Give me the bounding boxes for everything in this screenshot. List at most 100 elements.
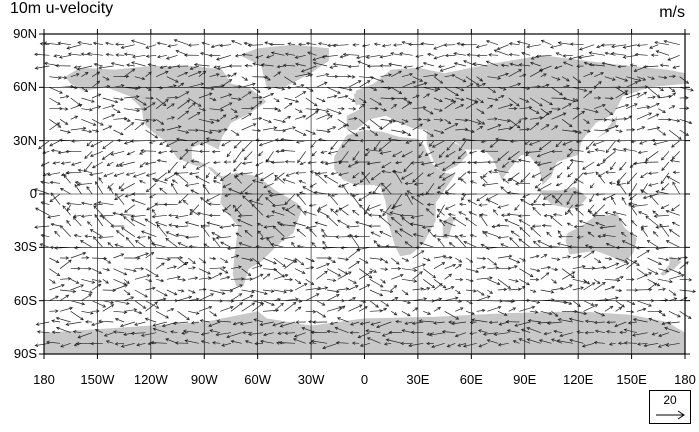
wind-vector (467, 54, 477, 56)
wind-vector (134, 321, 146, 326)
wind-vector-head (285, 207, 290, 212)
wind-vector (102, 216, 114, 227)
wind-vector-head (198, 149, 203, 154)
wind-vector-head (516, 260, 521, 264)
wind-vector-head (238, 97, 242, 101)
wind-vector (514, 321, 531, 327)
wind-vector-head (507, 191, 511, 195)
wind-vector (312, 55, 328, 61)
wind-vector (382, 204, 392, 216)
wind-vector (530, 300, 540, 303)
wind-vector-head (680, 273, 685, 278)
wind-vector (411, 196, 424, 205)
wind-vector (401, 311, 411, 317)
wind-vector (423, 118, 431, 121)
wind-vector (411, 214, 424, 218)
wind-vector-head (479, 126, 484, 130)
wind-vector-head (76, 67, 81, 71)
wind-vector-head (437, 64, 442, 69)
wind-vector-head (517, 214, 522, 218)
wind-vector (555, 193, 563, 203)
wind-vector (380, 120, 393, 131)
wind-vector-head (597, 234, 601, 239)
wind-vector-head (227, 74, 232, 78)
wind-vector-head (500, 94, 505, 99)
wind-vector-head (403, 168, 407, 173)
wind-vector (395, 161, 402, 164)
wind-vector-head (127, 118, 131, 122)
wind-vector-head (312, 309, 317, 314)
wind-vector (241, 289, 255, 293)
wind-vector-head (606, 320, 610, 324)
wind-vector (487, 267, 499, 270)
wind-vector-head (550, 215, 554, 220)
wind-vector (666, 176, 680, 184)
wind-vector (490, 140, 499, 148)
wind-vector-head (110, 152, 115, 156)
wind-vector-head (671, 105, 676, 109)
wind-vector-head (582, 166, 586, 170)
wind-vector-head (105, 52, 110, 57)
wind-vector-head (92, 236, 97, 240)
wind-vector (311, 242, 317, 248)
wind-vector (655, 191, 670, 195)
wind-vector-head (390, 206, 395, 210)
wind-vector-head (497, 342, 502, 347)
wind-vector-head (494, 97, 499, 102)
wind-vector (196, 161, 210, 170)
wind-vector-head (426, 341, 430, 346)
wind-vector-head (170, 307, 175, 312)
wind-vector-head (239, 322, 244, 326)
wind-vector (60, 225, 71, 237)
wind-vector-head (539, 103, 543, 107)
wind-vector-head (221, 143, 225, 147)
wind-vector-head (174, 341, 179, 345)
wind-vector-head (459, 234, 463, 238)
wind-vector-head (517, 82, 522, 87)
wind-vector-head (418, 154, 422, 159)
wind-vector (654, 41, 670, 46)
wind-vector-head (105, 41, 109, 46)
wind-vector (558, 42, 573, 46)
wind-vector (465, 83, 473, 88)
wind-vector-head (180, 289, 185, 293)
wind-vector (679, 129, 689, 136)
wind-vector (178, 193, 189, 204)
wind-vector-head (559, 92, 563, 96)
latitude-label: 60N (13, 79, 37, 95)
units-label: m/s (659, 4, 685, 21)
wind-vector-head (297, 159, 301, 164)
wind-vector-head (619, 330, 623, 335)
wind-vector-head (179, 156, 183, 160)
wind-vector (368, 192, 381, 195)
wind-vector-head (431, 344, 435, 349)
wind-vector-head (642, 65, 647, 69)
wind-vector-head (131, 68, 136, 72)
wind-vector-head (300, 262, 305, 266)
wind-vector (113, 279, 127, 286)
wind-vector (519, 128, 530, 131)
wind-vector (230, 86, 242, 88)
wind-vector (392, 151, 403, 157)
wind-vector-head (119, 212, 123, 217)
wind-vector (240, 321, 253, 325)
wind-vector-head (672, 92, 677, 96)
wind-vector (331, 172, 338, 175)
wind-vector-head (398, 90, 403, 94)
wind-vector (66, 203, 82, 206)
wind-vector (284, 332, 296, 334)
wind-vector (649, 195, 659, 205)
wind-vector (469, 332, 477, 335)
wind-vector-head (276, 98, 280, 103)
wind-vector-head (310, 281, 315, 286)
wind-vector-head (98, 319, 102, 323)
wind-vector-head (35, 322, 40, 326)
wind-vector-head (177, 125, 182, 129)
wind-vector-head (646, 249, 650, 254)
wind-vector-head (567, 255, 571, 259)
wind-vector-head (379, 55, 384, 59)
wind-vector-head (162, 297, 167, 301)
wind-vector-head (645, 215, 649, 220)
wind-vector (647, 113, 659, 120)
wind-vector-head (307, 161, 312, 165)
